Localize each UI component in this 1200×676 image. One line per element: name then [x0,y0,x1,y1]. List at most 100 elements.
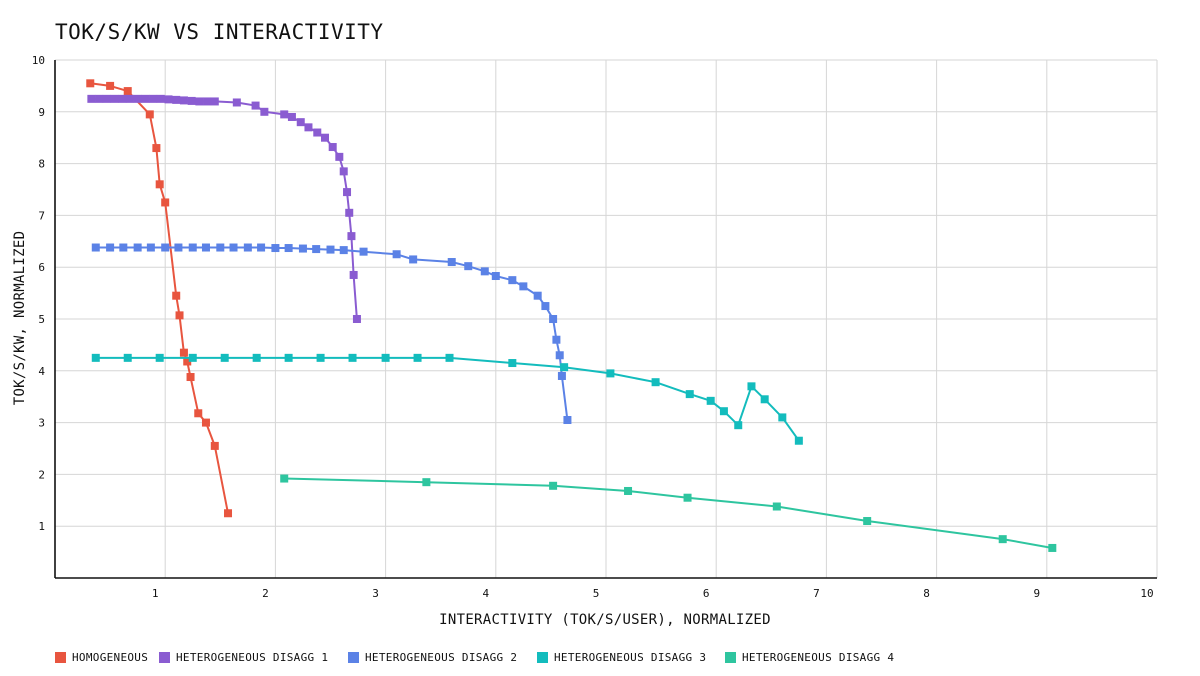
data-point [683,493,692,502]
x-tick-label: 2 [262,587,269,600]
series-2 [87,94,361,323]
data-point [106,81,115,90]
data-point [123,87,132,96]
data-point [392,250,401,259]
data-point [152,144,161,153]
data-point [651,378,660,387]
y-tick-label: 7 [38,209,45,222]
data-point [232,98,241,107]
x-tick-label: 5 [593,587,600,600]
data-point [760,395,769,404]
data-point [287,112,296,121]
data-point [549,481,558,490]
data-point [296,118,305,127]
data-point [298,244,307,253]
series-layer [86,79,1057,552]
data-point [304,123,313,132]
data-point [555,351,564,360]
y-tick-label: 4 [38,365,45,378]
legend-label: HETEROGENEOUS DISAGG 1 [176,651,329,664]
data-point [863,517,872,526]
data-point [339,246,348,255]
data-point [284,353,293,362]
data-point [123,353,132,362]
data-point [87,94,96,103]
data-point [313,128,322,137]
data-point [161,198,170,207]
data-point [734,421,743,430]
series-3 [91,243,572,425]
series-1 [86,79,233,518]
x-tick-label: 9 [1033,587,1040,600]
data-point [552,335,561,344]
data-point [491,272,500,281]
data-point [203,97,212,106]
data-point [447,258,456,267]
legend-label: HETEROGENEOUS DISAGG 4 [742,651,895,664]
legend-label: HETEROGENEOUS DISAGG 3 [554,651,707,664]
x-tick-label: 4 [482,587,489,600]
legend-item: HETEROGENEOUS DISAGG 4 [725,651,925,664]
data-point [352,315,361,323]
data-point [519,282,528,291]
data-point [179,348,188,357]
data-point [243,243,252,252]
data-point [719,407,728,416]
data-point [161,243,170,252]
data-point [348,353,357,362]
series-5 [280,474,1057,552]
data-point [187,96,196,105]
data-point [778,413,787,422]
legend-swatch [537,652,548,663]
y-tick-label: 3 [38,417,45,430]
data-point [194,409,203,418]
data-point [508,276,517,285]
data-point [210,441,219,450]
legend-swatch [159,652,170,663]
data-point [133,94,142,103]
data-point [164,95,173,104]
y-tick-label: 1 [38,520,45,533]
series-4 [91,353,803,445]
data-point [195,97,204,106]
data-point [343,188,352,197]
y-tick-label: 10 [32,54,45,67]
data-point [560,363,569,372]
x-tick-label: 3 [372,587,379,600]
data-point [347,232,356,241]
data-point [91,243,100,252]
data-point [480,267,489,276]
data-point [320,133,329,142]
data-point [794,436,803,445]
data-point [345,208,354,217]
data-point [557,371,566,380]
data-point [172,291,181,300]
legend: HOMOGENEOUS HETEROGENEOUS DISAGG 1 HETEROG… [55,651,925,664]
data-point [102,94,111,103]
x-tick-label: 10 [1140,587,1153,600]
data-point [145,110,154,119]
y-tick-label: 6 [38,261,45,274]
data-point [316,353,325,362]
data-point [271,244,280,253]
data-point [141,94,150,103]
data-point [188,243,197,252]
series-line [95,356,800,442]
data-point [464,262,473,271]
data-point [118,94,127,103]
data-point [251,101,260,110]
x-tick-label: 8 [923,587,930,600]
data-point [155,180,164,189]
axes [54,60,1157,579]
data-point [149,94,158,103]
data-point [508,359,517,368]
data-point [125,94,134,103]
data-point [747,382,756,391]
data-point [216,243,225,252]
legend-swatch [348,652,359,663]
legend-item: HETEROGENEOUS DISAGG 2 [348,651,537,664]
tick-labels: 1 2 3 4 5 6 7 8 9 10 1 2 3 4 5 6 7 8 9 10 [32,54,1154,600]
data-point [359,247,368,256]
data-point [257,243,266,252]
data-point [210,97,219,106]
